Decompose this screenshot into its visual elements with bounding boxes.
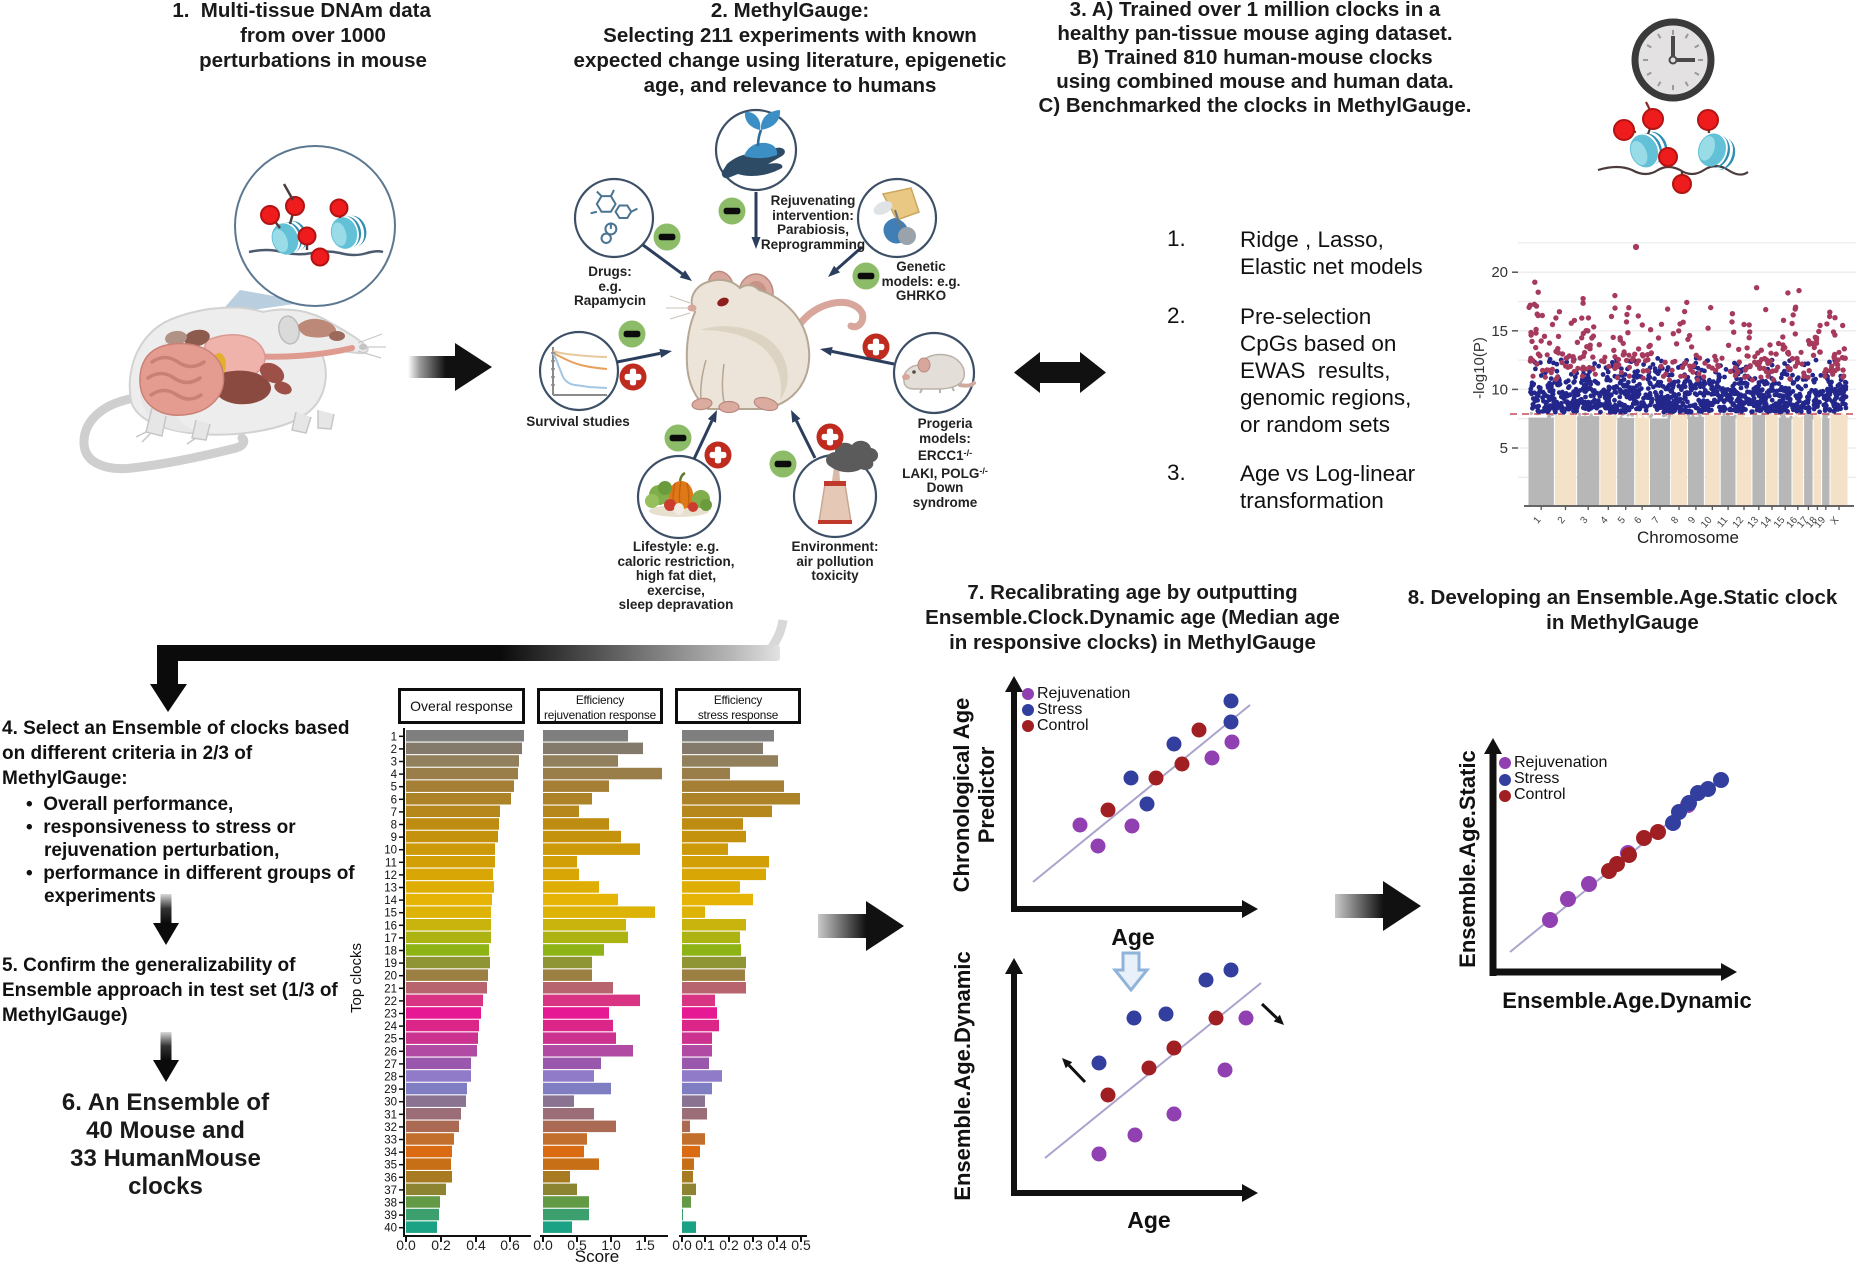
svg-text:30: 30 (384, 1097, 397, 1109)
svg-text:8: 8 (391, 820, 397, 832)
svg-text:Score: Score (575, 1247, 619, 1266)
svg-text:5: 5 (1616, 515, 1628, 527)
svg-text:27: 27 (384, 1059, 397, 1071)
svg-text:19: 19 (1813, 515, 1829, 531)
svg-text:13: 13 (384, 883, 397, 895)
svg-text:19: 19 (384, 958, 397, 970)
svg-text:0.2: 0.2 (431, 1237, 451, 1253)
svg-text:0.4: 0.4 (466, 1237, 486, 1253)
svg-text:6: 6 (391, 794, 397, 806)
svg-text:X: X (1829, 515, 1842, 527)
svg-text:20: 20 (1491, 264, 1508, 281)
svg-text:0.5: 0.5 (567, 1237, 587, 1253)
svg-text:0.0: 0.0 (672, 1237, 692, 1253)
svg-text:-log10(P): -log10(P) (1471, 337, 1488, 399)
svg-text:12: 12 (384, 870, 397, 882)
svg-text:22: 22 (384, 996, 397, 1008)
svg-text:1.5: 1.5 (635, 1237, 655, 1253)
svg-text:0.5: 0.5 (791, 1237, 811, 1253)
svg-text:31: 31 (384, 1109, 397, 1121)
svg-text:2: 2 (1556, 515, 1568, 527)
svg-text:11: 11 (385, 857, 397, 869)
svg-text:14: 14 (384, 895, 397, 907)
svg-text:0.6: 0.6 (500, 1237, 520, 1253)
svg-text:0.2: 0.2 (719, 1237, 739, 1253)
svg-text:8: 8 (1669, 515, 1681, 527)
svg-text:9: 9 (391, 832, 397, 844)
svg-text:5: 5 (391, 782, 397, 794)
svg-text:0.4: 0.4 (767, 1237, 787, 1253)
svg-text:23: 23 (384, 1009, 397, 1021)
svg-text:21: 21 (384, 983, 397, 995)
svg-text:34: 34 (384, 1147, 397, 1159)
svg-text:28: 28 (384, 1072, 397, 1084)
svg-text:36: 36 (384, 1172, 397, 1184)
svg-text:7: 7 (1650, 515, 1662, 527)
svg-text:Chromosome: Chromosome (1637, 528, 1739, 547)
svg-text:24: 24 (384, 1021, 397, 1033)
svg-text:0.3: 0.3 (743, 1237, 763, 1253)
svg-text:26: 26 (384, 1046, 397, 1058)
svg-text:18: 18 (384, 946, 397, 958)
svg-text:15: 15 (1491, 323, 1508, 340)
svg-text:9: 9 (1686, 515, 1698, 527)
svg-text:1: 1 (391, 731, 397, 743)
svg-text:16: 16 (384, 920, 397, 932)
svg-text:0.0: 0.0 (533, 1237, 553, 1253)
svg-text:0.0: 0.0 (396, 1237, 416, 1253)
svg-text:3: 3 (391, 757, 397, 769)
svg-text:17: 17 (384, 933, 397, 945)
svg-text:3: 3 (1578, 515, 1590, 527)
svg-text:29: 29 (384, 1084, 397, 1096)
svg-text:10: 10 (1491, 381, 1508, 398)
svg-text:Top clocks: Top clocks (348, 943, 365, 1013)
svg-text:0.1: 0.1 (695, 1237, 715, 1253)
svg-text:6: 6 (1632, 515, 1644, 527)
svg-text:25: 25 (384, 1034, 397, 1046)
svg-text:1: 1 (1531, 515, 1543, 527)
svg-text:38: 38 (384, 1198, 397, 1210)
svg-text:1.0: 1.0 (601, 1237, 621, 1253)
svg-text:15: 15 (384, 908, 397, 920)
svg-text:7: 7 (391, 807, 397, 819)
svg-text:4: 4 (1599, 515, 1611, 527)
svg-text:35: 35 (384, 1160, 397, 1172)
svg-text:5: 5 (1500, 440, 1508, 457)
svg-text:10: 10 (384, 845, 397, 857)
svg-text:39: 39 (384, 1210, 397, 1222)
svg-text:37: 37 (384, 1185, 397, 1197)
svg-text:4: 4 (391, 769, 398, 781)
svg-text:20: 20 (384, 971, 397, 983)
svg-text:33: 33 (384, 1135, 397, 1147)
svg-text:32: 32 (384, 1122, 397, 1134)
svg-text:40: 40 (384, 1223, 397, 1235)
svg-text:2: 2 (391, 744, 397, 756)
